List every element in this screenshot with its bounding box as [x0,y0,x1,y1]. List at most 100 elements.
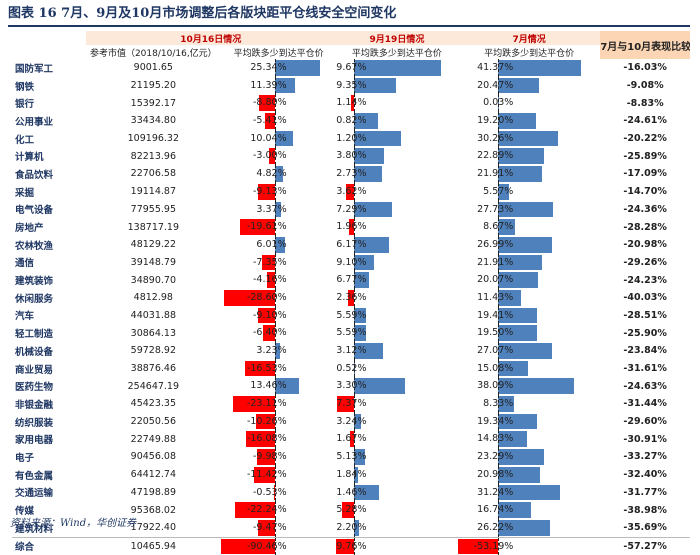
oct-value: -5.41% [253,115,287,127]
oct-bar-cell: -23.11% [221,395,336,413]
sep-bar [337,396,354,412]
sector-name: 传媒 [15,506,35,518]
oct-zero-line [274,288,276,307]
sep-bar-cell: 13.80% [336,147,458,166]
oct-bar [254,466,275,483]
sep-value: -7.37% [336,398,367,410]
sector-name: 计算机 [15,152,44,164]
oct-zero-line [274,395,276,413]
jul-value: 21.91% [477,256,514,268]
table-row: 房地产 138717.19 -19.61% -1.96% 8.67% -28.28% [12,218,690,236]
sep-value: 23.30% [336,380,367,392]
compare-value: -31.44% [623,398,667,410]
sep-bar-cell: 16.17% [336,235,458,254]
market-value: 38876.46 [130,363,176,375]
table-row: 电子 90456.08 -9.98% 5.13% 23.29% -33.27% [12,448,690,466]
sep-value: 2.20% [336,521,367,533]
jul-value: 31.24% [477,486,514,498]
jul-value: 26.99% [477,238,514,250]
jul-bar-cell: 26.99% [458,235,600,254]
jul-zero-line [497,518,499,537]
compare-value: -16.03% [623,62,667,74]
sep-bar-cell: 3.24% [336,412,458,431]
oct-bar [274,166,284,182]
oct-bar-cell: -90.46% [221,536,337,555]
market-value: 30864.13 [130,327,176,339]
header-band-row: 10月16日情况 9月19日情况 7月情况 7月与10月表现比较 [12,31,690,59]
oct-bar-cell: 11.39% [221,76,336,95]
table-row: 休闲服务 4812.98 -28.60% -2.36% 11.43% -40.03% [12,288,690,307]
sep-value: -1.96% [336,221,367,233]
jul-zero-line [497,324,499,342]
sep-zero-line [353,235,355,254]
sep-bar [353,343,383,359]
sector-name: 化工 [15,134,35,146]
market-value: 33434.80 [130,115,176,127]
jul-bar-cell: 31.24% [458,483,600,502]
oct-value: 4.82% [256,168,287,180]
sector-name: 银行 [15,99,35,111]
oct-value: -28.60% [246,291,287,303]
table-row: 轻工制造 30864.13 -6.40% 5.59% 19.50% -25.90% [12,324,690,342]
market-value: 138717.19 [127,221,180,233]
oct-value: 3.23% [256,345,287,356]
compare-value: -9.08% [626,80,664,92]
compare-value: -28.51% [623,309,667,321]
sep-bar-cell: -3.62% [336,182,458,201]
compare-value: -33.27% [623,451,667,463]
table-row: 纺织服装 22050.56 -10.26% 3.24% 19.34% -29.60% [12,412,690,431]
oct-zero-line [274,253,276,272]
jul-value: 27.07% [477,345,514,356]
oct-value: 10.04% [250,132,287,144]
table-row: 医药生物 254647.19 13.46% 23.30% 38.09% -24.63% [12,377,690,396]
jul-bar [497,236,552,253]
oct-band: 10月16日情况 [85,31,337,45]
oct-bar [274,343,281,359]
oct-zero-line [274,448,276,466]
compare-value: -8.83% [626,97,664,109]
sep-value: 13.12% [336,345,367,356]
market-value: 48129.22 [130,239,176,251]
table-row: 非银金融 45423.35 -23.11% -7.37% 8.33% -31.44% [12,395,690,413]
jul-zero-line [497,59,499,77]
sector-name: 电气设备 [15,205,54,217]
jul-value: 14.83% [477,433,514,445]
sep-value: -1.14% [336,97,367,109]
jul-bar [497,130,559,147]
jul-bar-cell: 30.26% [458,129,600,148]
sep-zero-line [353,448,355,466]
sector-name: 轻工制造 [15,329,54,341]
jul-zero-line [497,235,499,254]
jul-bar-cell: 20.07% [458,271,600,289]
jul-bar-cell: 21.91% [458,253,600,272]
jul-bar [497,325,537,341]
sep-bar-cell: 13.12% [336,342,458,360]
market-value: 22706.58 [130,168,176,180]
table-row: 家用电器 22749.88 -16.08% -1.67% 14.83% -30.91% [12,430,690,449]
jul-value: 16.74% [477,504,514,516]
oct-bar-cell: 4.82% [221,165,336,183]
jul-value: -53.19% [473,540,514,552]
oct-bar [258,183,275,200]
jul-zero-line [497,147,499,166]
jul-value: 8.67% [483,221,514,233]
oct-value: -9.98% [253,451,287,463]
sep-zero-line [353,306,355,325]
jul-bar [497,148,544,165]
compare-value: -31.77% [623,486,667,498]
sep-value: -59.76% [336,540,367,552]
jul-bar [497,484,561,501]
oct-value: 13.46% [250,380,287,392]
sep-bar-cell: 5.59% [336,324,458,342]
sep-value: 5.13% [336,451,367,463]
sep-bar [353,307,367,324]
oct-bar [261,254,275,271]
jul-bar [497,77,539,94]
jul-zero-line [497,342,499,360]
jul-bar-cell: 27.73% [458,200,600,219]
oct-zero-line [274,235,276,254]
sector-name: 汽车 [15,311,35,323]
sep-bar [353,484,379,501]
oct-value: -16.53% [246,362,287,374]
oct-bar-cell: -9.10% [221,306,336,325]
